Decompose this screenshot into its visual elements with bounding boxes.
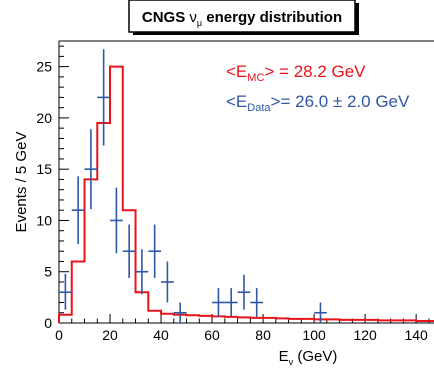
data-point [110,187,123,254]
title-nu: ν [189,9,197,26]
data-point [224,288,238,317]
y-axis-title: Events / 5 GeV [13,132,30,233]
plot-frame [58,40,434,324]
title-box-frame [128,0,356,33]
data-point [173,302,187,323]
data-ann-rest: >= 26.0 ± 2.0 GeV [271,92,410,111]
x-title-main: E [279,348,289,365]
data-point [148,224,162,278]
title-prefix: CNGS [142,9,190,26]
chart-title: CNGS νμ energy distribution [142,9,342,28]
data-point [212,288,225,317]
data-point [84,129,98,210]
y-tick-label: 10 [36,212,52,228]
y-tick-label: 5 [44,264,52,280]
x-tick-label: 60 [204,327,220,343]
data-ann-main: <E [226,92,247,111]
x-tick-label: 0 [55,327,63,343]
data-point [71,176,85,245]
data-point [237,274,251,310]
x-tick-label: 100 [302,327,326,343]
chart-title-box: CNGS νμ energy distribution [128,0,359,35]
data-point [161,261,174,303]
data-points-layer [59,49,327,323]
x-axis-title: Eν (GeV) [279,348,338,367]
x-tick-label: 120 [353,327,377,343]
mc-ann-rest: > = 28.2 GeV [264,62,366,81]
data-point [59,273,72,310]
mc-ann-main: <E [226,62,247,81]
data-point [135,249,149,295]
x-title-sub: ν [289,357,294,367]
data-point [122,224,136,278]
x-tick-label: 40 [153,327,169,343]
data-mean-annotation: <EData>= 26.0 ± 2.0 GeV [226,92,410,114]
title-mu-subscript: μ [197,18,202,28]
data-ann-sub: Data [247,102,271,114]
y-tick-label: 25 [36,59,52,75]
data-point [250,288,264,317]
x-tick-label: 20 [102,327,118,343]
mc-ann-sub: MC [247,72,264,84]
x-title-unit: (GeV) [293,348,337,365]
mc-mean-annotation: <EMC> = 28.2 GeV [226,62,366,84]
data-point [97,49,111,146]
title-suffix: energy distribution [202,9,342,26]
mc-histogram-line [58,65,434,323]
x-tick-label: 80 [255,327,271,343]
y-tick-label: 15 [36,161,52,177]
data-point [314,302,327,323]
mc-histogram-layer [58,65,434,323]
tick-labels: 0 20 40 60 80 100 120 140 0 5 10 15 20 25 [36,59,428,343]
x-tick-label: 140 [404,327,428,343]
y-tick-label: 20 [36,110,52,126]
y-tick-label: 0 [44,315,52,331]
